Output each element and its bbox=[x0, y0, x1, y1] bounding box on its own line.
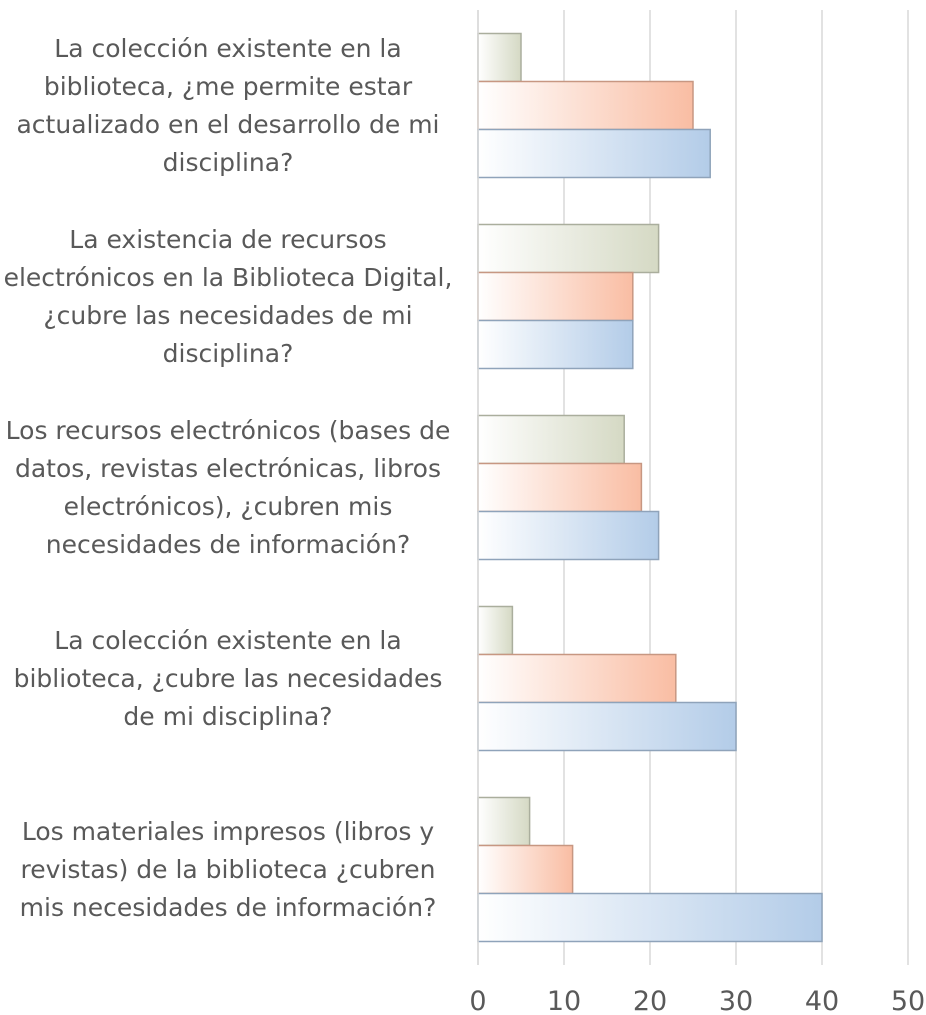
category-text: La colección existente en la biblioteca,… bbox=[16, 33, 440, 177]
bar bbox=[477, 271, 634, 322]
bar bbox=[477, 653, 677, 704]
bar bbox=[477, 32, 522, 83]
bar bbox=[477, 319, 634, 370]
bar bbox=[477, 844, 574, 895]
bar bbox=[477, 510, 660, 561]
x-tick-label: 20 bbox=[633, 986, 667, 1015]
bar bbox=[477, 796, 531, 847]
bar bbox=[477, 128, 711, 179]
category-label: Los materiales impresos (libros y revist… bbox=[0, 774, 456, 965]
category-label: Los recursos electrónicos (bases de dato… bbox=[0, 392, 456, 583]
bar bbox=[477, 462, 643, 513]
x-tick-label: 30 bbox=[719, 986, 753, 1015]
category-label: La colección existente en la biblioteca,… bbox=[0, 10, 456, 201]
x-tick-label: 40 bbox=[805, 986, 839, 1015]
bar bbox=[477, 701, 737, 752]
category-text: La existencia de recursos electrónicos e… bbox=[3, 224, 453, 368]
x-tick-label: 10 bbox=[547, 986, 581, 1015]
bar bbox=[477, 414, 625, 465]
category-label: La existencia de recursos electrónicos e… bbox=[0, 201, 456, 392]
category-text: Los materiales impresos (libros y revist… bbox=[19, 816, 437, 922]
category-label: La colección existente en la biblioteca,… bbox=[0, 583, 456, 774]
bar bbox=[477, 80, 694, 131]
bar bbox=[477, 892, 823, 943]
x-tick-label: 50 bbox=[891, 986, 925, 1015]
bar bbox=[477, 223, 660, 274]
x-tick-label: 0 bbox=[469, 986, 486, 1015]
bar bbox=[477, 605, 514, 656]
category-text: La colección existente en la biblioteca,… bbox=[13, 625, 443, 731]
category-text: Los recursos electrónicos (bases de dato… bbox=[5, 415, 451, 559]
